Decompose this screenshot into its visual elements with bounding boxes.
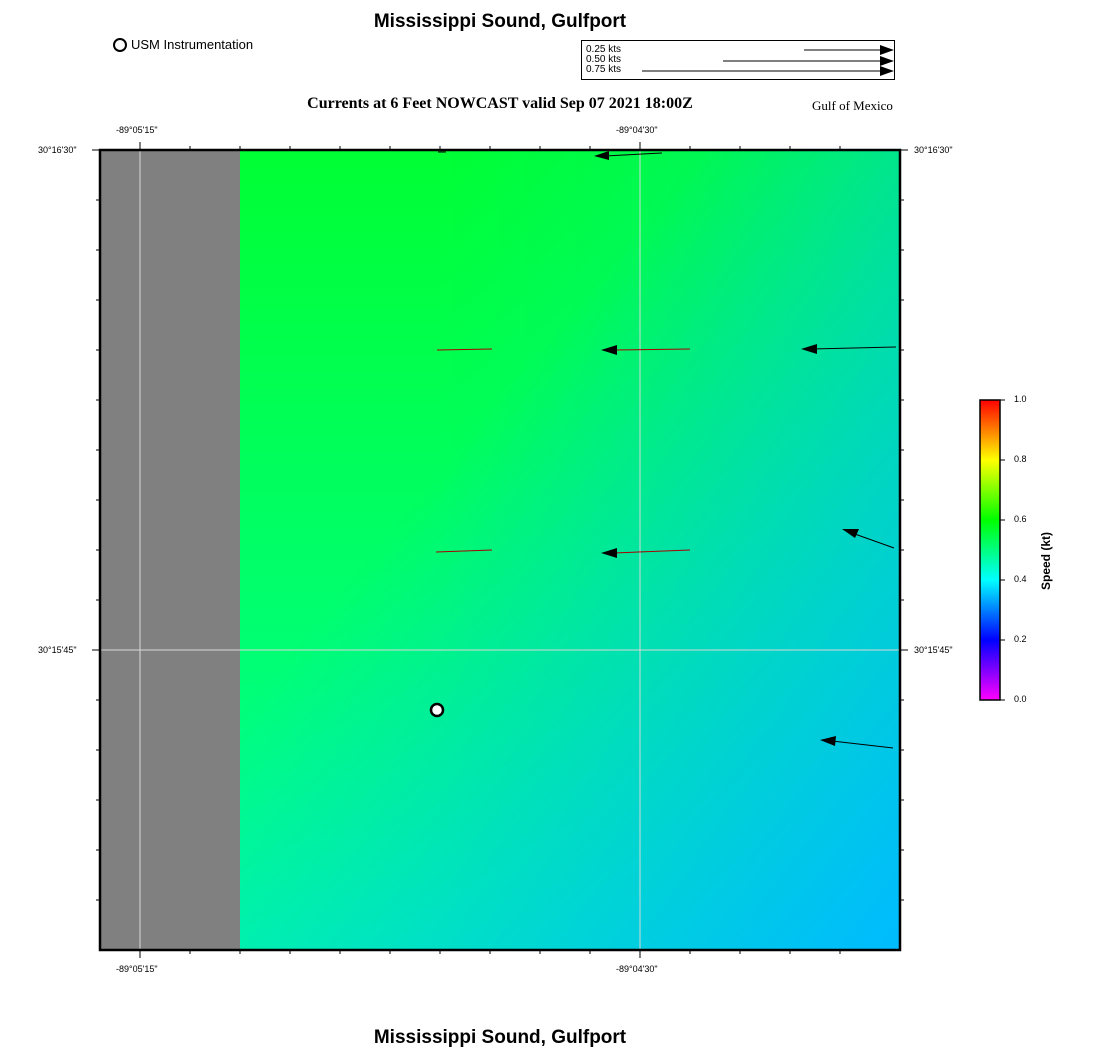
lat-label-left-0: 30°16'30" [38, 145, 77, 155]
usm-legend: USM Instrumentation [113, 37, 253, 52]
lat-label-right-0: 30°16'30" [914, 145, 953, 155]
lat-label-left-1: 30°15'45" [38, 645, 77, 655]
speed-colorbar [979, 399, 1005, 701]
vector-arrow [436, 348, 493, 351]
usm-station-marker [429, 702, 445, 718]
vector-arrow [842, 529, 895, 549]
map-title-top: Mississippi Sound, Gulfport [373, 11, 627, 32]
region-label: Gulf of Mexico [812, 98, 893, 113]
colorbar-tick-3: 0.6 [1014, 514, 1027, 524]
vector-scale-box: 0.25 kts 0.50 kts 0.75 kts [581, 40, 895, 80]
colorbar-tick-0: 0.0 [1014, 694, 1027, 704]
lon-label-bottom-0: -89°05'15" [116, 964, 158, 974]
colorbar-label: Speed (kt) [1039, 531, 1053, 590]
lon-label-top-1: -89°04'30" [616, 125, 658, 135]
map-title-bottom: Mississippi Sound, Gulfport [373, 1027, 627, 1048]
vector-arrow [820, 736, 894, 749]
scale-arrow-2 [642, 66, 894, 76]
lat-label-right-1: 30°15'45" [914, 645, 953, 655]
vector-arrow [594, 151, 663, 160]
scale-arrow-1 [723, 56, 894, 66]
vector-arrow [601, 548, 691, 558]
scale-label-2: 0.75 kts [586, 64, 622, 75]
land-area [100, 150, 240, 950]
usm-marker-icon [113, 37, 127, 52]
lon-label-bottom-1: -89°04'30" [616, 964, 658, 974]
scale-label-1: 0.50 kts [586, 54, 622, 65]
colorbar-gradient [979, 399, 1001, 701]
vector-arrow [435, 549, 493, 553]
grid-lines [100, 150, 900, 950]
colorbar-tick-5: 1.0 [1014, 394, 1027, 404]
map-subtitle: Currents at 6 Feet NOWCAST valid Sep 07 … [307, 95, 693, 112]
scale-arrow-0 [804, 45, 894, 55]
colorbar-tick-2: 0.4 [1014, 574, 1027, 584]
scale-arrows [642, 45, 894, 76]
water-area [240, 150, 900, 950]
colorbar-tick-1: 0.2 [1014, 634, 1027, 644]
lon-label-top-0: -89°05'15" [116, 125, 158, 135]
usm-legend-label: USM Instrumentation [131, 37, 254, 52]
vector-arrow [801, 344, 897, 354]
current-vectors [435, 151, 897, 749]
axis-ticks [92, 142, 908, 958]
colorbar-tick-4: 0.8 [1014, 454, 1027, 464]
vector-arrow [601, 345, 691, 355]
scale-label-0: 0.25 kts [586, 44, 622, 55]
